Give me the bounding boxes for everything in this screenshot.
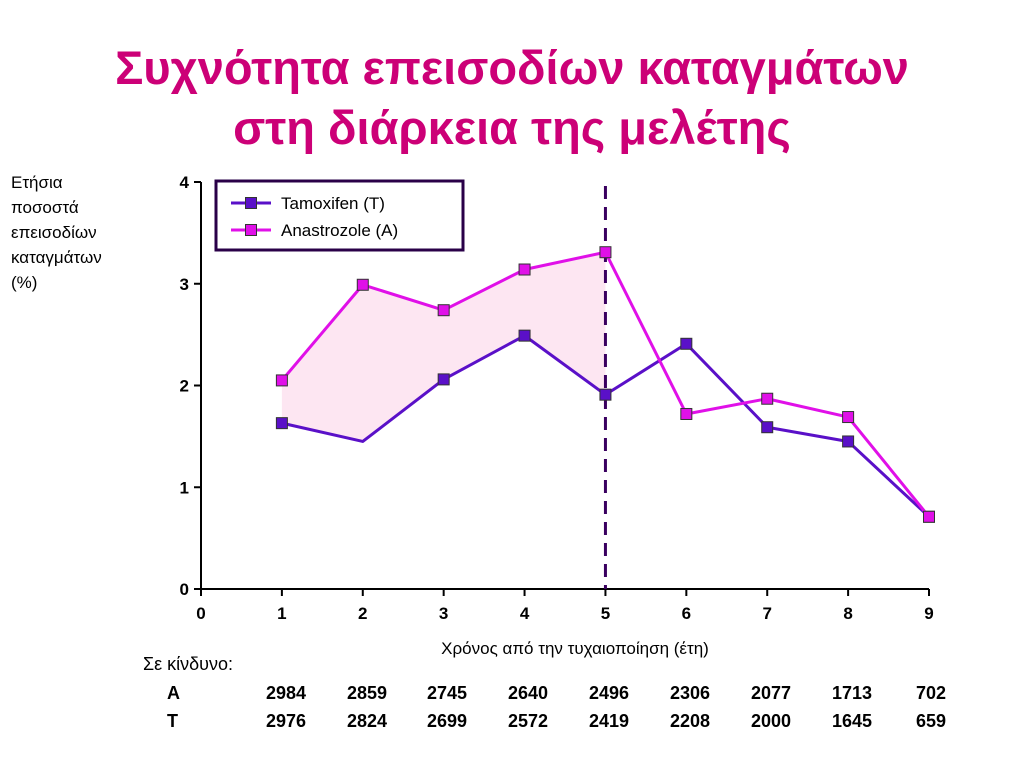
x-axis-title: Χρόνος από την τυχαιοποίηση (έτη) xyxy=(441,639,709,658)
tamoxifen-marker xyxy=(842,435,855,448)
at-risk-title: Σε κίνδυνο: xyxy=(143,654,234,674)
x-tick-label: 4 xyxy=(520,604,530,623)
at-risk-value: 2984 xyxy=(265,683,306,703)
slide-title: Συχνότητα επεισοδίων καταγμάτων στη διάρ… xyxy=(0,38,1024,158)
anastrozole-marker xyxy=(437,304,450,317)
anastrozole-marker xyxy=(761,392,774,405)
legend: Tamoxifen (T) Anastrozole (A) xyxy=(214,179,465,252)
at-risk-value: 2640 xyxy=(507,683,548,703)
x-tick-label: 7 xyxy=(762,604,771,623)
legend-label: Tamoxifen (T) xyxy=(281,194,385,213)
at-risk-value: 2859 xyxy=(346,683,387,703)
x-tick-label: 2 xyxy=(358,604,367,623)
tamoxifen-marker xyxy=(518,329,531,342)
anastrozole-marker xyxy=(923,510,935,523)
x-tick-label: 0 xyxy=(196,604,205,623)
y-tick-label: 3 xyxy=(180,275,189,294)
y-tick-label: 0 xyxy=(180,580,189,599)
y-axis-title: Ετήσια ποσοστά επεισοδίων καταγμάτων (%) xyxy=(11,170,151,295)
at-risk-value: 702 xyxy=(915,683,946,703)
y-tick-label: 1 xyxy=(180,478,189,497)
at-risk-value: 2976 xyxy=(265,711,306,731)
tamoxifen-marker xyxy=(680,337,693,350)
y-axis-title-line: επεισοδίων xyxy=(11,223,97,242)
y-axis-title-line: ποσοστά xyxy=(11,198,79,217)
at-risk-value: 2208 xyxy=(669,711,710,731)
at-risk-value: 1645 xyxy=(831,711,872,731)
legend-swatch-marker xyxy=(245,224,257,236)
y-axis-title-line: (%) xyxy=(11,273,38,292)
at-risk-value: 2419 xyxy=(588,711,629,731)
tamoxifen-marker xyxy=(761,421,774,434)
at-risk-value: 2572 xyxy=(507,711,548,731)
shaded-difference-area xyxy=(281,252,606,442)
at-risk-value: 2699 xyxy=(426,711,467,731)
x-tick-label: 1 xyxy=(277,604,286,623)
anastrozole-marker xyxy=(356,278,369,291)
y-tick-label: 4 xyxy=(180,173,190,192)
at-risk-value: 1713 xyxy=(831,683,872,703)
slide-title-line-2: στη διάρκεια της μελέτης xyxy=(233,101,791,154)
anastrozole-marker xyxy=(842,411,855,424)
at-risk-row-label: A xyxy=(167,683,180,703)
x-tick-label: 6 xyxy=(682,604,691,623)
legend-swatch-marker xyxy=(245,197,257,209)
x-tick-label: 9 xyxy=(924,604,933,623)
at-risk-value: 2824 xyxy=(346,711,387,731)
y-tick-label: 2 xyxy=(180,377,189,396)
at-risk-row: T 2976 2824 2699 2572 2419 2208 2000 1645 659 xyxy=(0,711,1024,735)
legend-label: Anastrozole (A) xyxy=(281,221,398,240)
tamoxifen-marker xyxy=(437,373,450,386)
tamoxifen-marker xyxy=(599,388,612,401)
tamoxifen-marker xyxy=(275,417,288,430)
anastrozole-marker xyxy=(518,263,531,276)
legend-box xyxy=(214,179,465,252)
at-risk-value: 2000 xyxy=(750,711,791,731)
x-tick-label: 5 xyxy=(601,604,610,623)
at-risk-value: 2745 xyxy=(426,683,467,703)
at-risk-value: 2077 xyxy=(750,683,791,703)
x-tick-label: 8 xyxy=(843,604,852,623)
at-risk-row-label: T xyxy=(167,711,178,731)
y-axis-title-line: Ετήσια xyxy=(11,173,63,192)
x-tick-label: 3 xyxy=(439,604,448,623)
slide-title-line-1: Συχνότητα επεισοδίων καταγμάτων xyxy=(115,41,909,94)
anastrozole-marker xyxy=(680,407,693,420)
anastrozole-marker xyxy=(599,246,612,259)
at-risk-value: 659 xyxy=(915,711,946,731)
at-risk-value: 2496 xyxy=(588,683,629,703)
at-risk-row: A 2984 2859 2745 2640 2496 2306 2077 1713 702 xyxy=(0,683,1024,707)
at-risk-value: 2306 xyxy=(669,683,710,703)
y-axis-title-line: καταγμάτων xyxy=(11,248,102,267)
anastrozole-marker xyxy=(275,374,288,387)
